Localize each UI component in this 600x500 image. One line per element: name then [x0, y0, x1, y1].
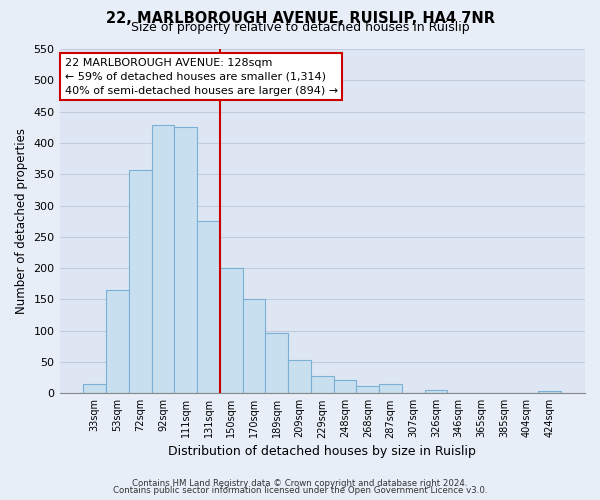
Bar	[334, 380, 356, 394]
Bar	[288, 360, 311, 394]
Bar	[379, 384, 402, 394]
Text: Size of property relative to detached houses in Ruislip: Size of property relative to detached ho…	[131, 22, 469, 35]
Text: 22, MARLBOROUGH AVENUE, RUISLIP, HA4 7NR: 22, MARLBOROUGH AVENUE, RUISLIP, HA4 7NR	[106, 11, 494, 26]
Bar	[152, 126, 175, 394]
Bar	[265, 332, 288, 394]
Bar	[311, 376, 334, 394]
Text: Contains HM Land Registry data © Crown copyright and database right 2024.: Contains HM Land Registry data © Crown c…	[132, 479, 468, 488]
Bar	[425, 390, 448, 394]
Text: Contains public sector information licensed under the Open Government Licence v3: Contains public sector information licen…	[113, 486, 487, 495]
X-axis label: Distribution of detached houses by size in Ruislip: Distribution of detached houses by size …	[169, 444, 476, 458]
Y-axis label: Number of detached properties: Number of detached properties	[15, 128, 28, 314]
Bar	[129, 170, 152, 394]
Bar	[356, 386, 379, 394]
Bar	[242, 300, 265, 394]
Bar	[538, 392, 561, 394]
Bar	[220, 268, 242, 394]
Bar	[175, 128, 197, 394]
Bar	[106, 290, 129, 394]
Text: 22 MARLBOROUGH AVENUE: 128sqm
← 59% of detached houses are smaller (1,314)
40% o: 22 MARLBOROUGH AVENUE: 128sqm ← 59% of d…	[65, 58, 338, 96]
Bar	[197, 221, 220, 394]
Bar	[83, 384, 106, 394]
